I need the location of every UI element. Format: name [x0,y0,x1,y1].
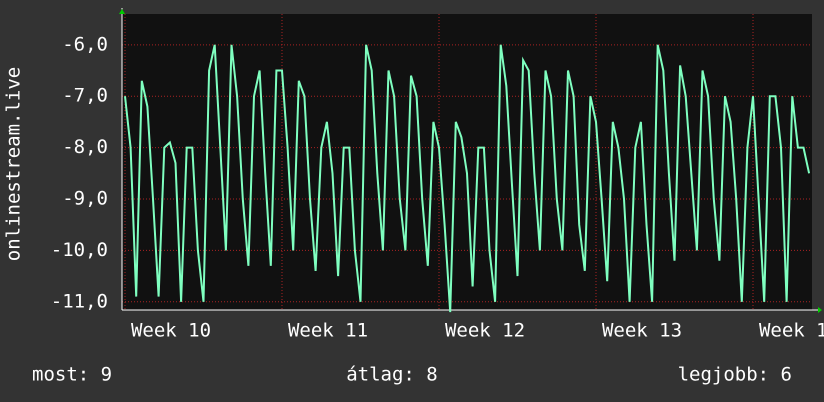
y-tick-label: -10,0 [51,239,108,261]
stat-best: legjobb: 6 [678,364,792,386]
y-axis-label: onlinestream.live [3,67,25,261]
y-tick-label: -7,0 [62,85,108,107]
stat-average: átlag: 8 [346,364,438,386]
data-line [124,44,811,313]
plot-area [122,14,812,310]
stat-current: most: 9 [32,364,112,386]
axis-arrow [119,9,125,14]
x-tick-label: Week 10 [131,320,211,342]
y-tick-label: -11,0 [51,290,108,312]
x-tick-label: Week 14 [759,320,824,342]
x-tick-label: Week 12 [445,320,525,342]
x-tick-label: Week 11 [288,320,368,342]
y-tick-label: -8,0 [62,136,108,158]
y-tick-label: -9,0 [62,188,108,210]
axis-arrow [818,307,822,313]
y-tick-label: -6,0 [62,33,108,55]
x-tick-label: Week 13 [602,320,682,342]
